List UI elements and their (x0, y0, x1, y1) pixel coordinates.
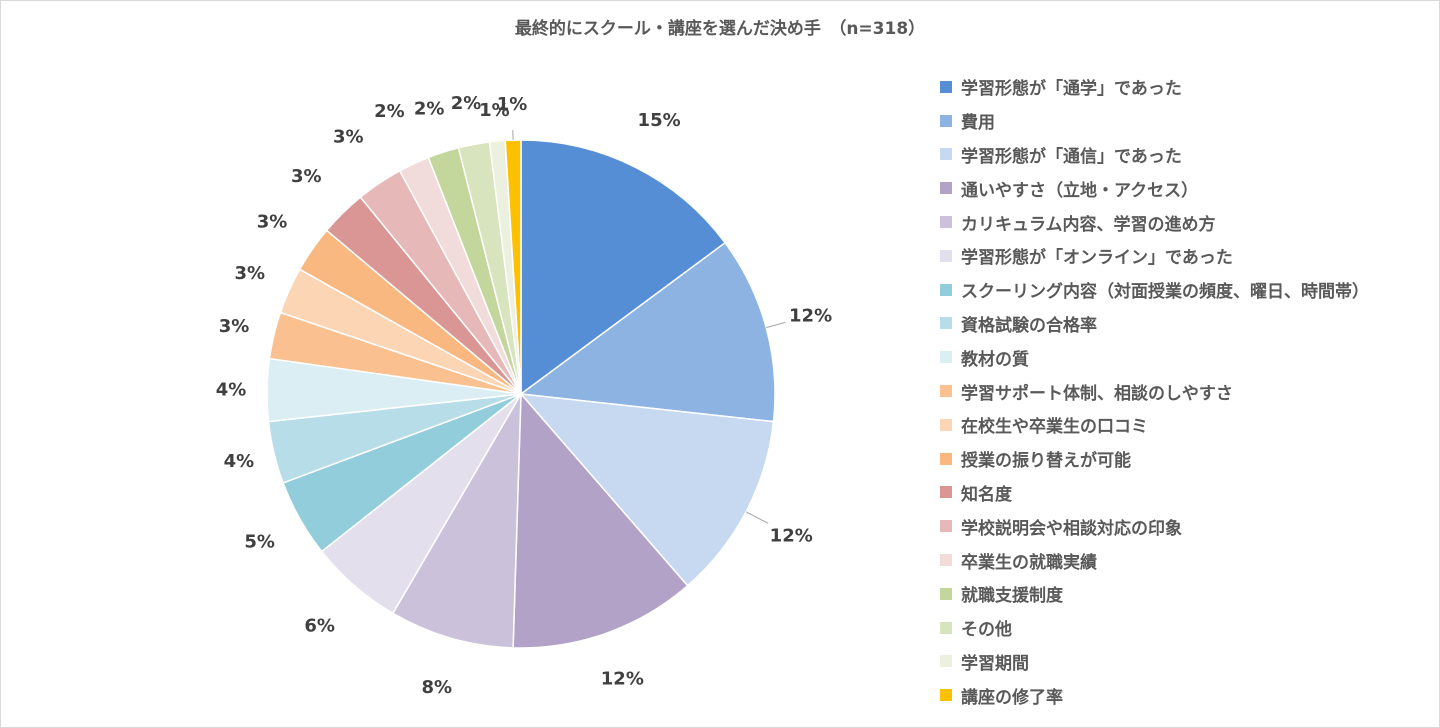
legend-item: 学習形態が「通信」であった (940, 138, 1369, 172)
legend-label: 学習形態が「通学」であった (961, 79, 1182, 100)
legend-label: 在校生や卒業生の口コミ (961, 417, 1148, 438)
pie-slice-1 (520, 139, 727, 396)
legend-label: 学習形態が「オンライン」であった (961, 248, 1233, 269)
legend-swatch (940, 283, 952, 296)
legend-swatch (940, 520, 952, 533)
legend-item: 学習サポート体制、相談のしやすさ (940, 374, 1369, 408)
pie-slice-3 (519, 393, 775, 587)
legend-item: 学校説明会や相談対応の印象 (940, 509, 1369, 543)
data-label-15: 2% (374, 101, 405, 122)
data-label-3: 12% (770, 525, 813, 546)
pie-slice-2 (519, 241, 776, 423)
data-label-11: 3% (235, 263, 266, 284)
legend-label: 就職支援制度 (961, 586, 1063, 607)
legend-swatch (940, 418, 952, 431)
data-label-9: 4% (216, 379, 247, 400)
legend-swatch (940, 554, 952, 567)
data-label-18: 1% (479, 100, 510, 121)
legend-label: 卒業生の就職実績 (961, 552, 1097, 573)
legend-swatch (940, 689, 952, 702)
legend-item: 学習形態が「オンライン」であった (940, 239, 1369, 273)
legend-item: カリキュラム内容、学習の進め方 (940, 205, 1369, 239)
legend-label: 学習サポート体制、相談のしやすさ (961, 383, 1233, 404)
legend-swatch (940, 486, 952, 499)
legend-swatch (940, 249, 952, 262)
legend-swatch (940, 621, 952, 634)
legend: 学習形態が「通学」であった 費用学習形態が「通信」であった 通いやすさ（立地・アクセ… (940, 70, 1369, 712)
data-label-10: 3% (219, 316, 250, 337)
legend-label: カリキュラム内容、学習の進め方 (961, 214, 1216, 235)
pie-slice-4 (512, 392, 689, 649)
legend-item: 就職支援制度 (940, 577, 1369, 611)
legend-label: 知名度 (961, 484, 1012, 505)
legend-item: 講座の修了率 (940, 678, 1369, 712)
legend-swatch (940, 80, 952, 93)
data-label-4: 12% (601, 668, 644, 689)
data-label-6: 6% (304, 616, 335, 637)
legend-label: その他 (961, 620, 1012, 641)
data-label-8: 4% (224, 451, 255, 472)
leader-line-2 (766, 321, 786, 329)
legend-item: 教材の質 (940, 340, 1369, 374)
leader-line-3 (745, 511, 769, 524)
legend-item: スクーリング内容（対面授業の頻度、曜日、時間帯） (940, 273, 1369, 307)
data-label-17: 2% (451, 93, 482, 114)
legend-swatch (940, 385, 952, 398)
pie-slice-5 (391, 393, 522, 649)
legend-swatch (940, 452, 952, 465)
data-label-2: 12% (789, 306, 832, 327)
chart-title: 最終的にスクール・講座を選んだ決め手 （n=318） (514, 19, 926, 39)
data-label-12: 3% (257, 211, 288, 232)
legend-label: 通いやすさ（立地・アクセス） (961, 180, 1199, 201)
legend-swatch (940, 148, 952, 161)
legend-item: 知名度 (940, 476, 1369, 510)
legend-label: 費用 (961, 113, 995, 134)
legend-label: 学校説明会や相談対応の印象 (961, 518, 1182, 539)
legend-label: 学習期間 (961, 653, 1029, 674)
legend-swatch (940, 655, 952, 668)
legend-swatch (940, 216, 952, 229)
legend-swatch (940, 351, 952, 364)
data-label-1: 15% (638, 110, 681, 131)
legend-item: その他 (940, 611, 1369, 645)
legend-swatch (940, 587, 952, 600)
data-label-14: 3% (333, 127, 364, 148)
legend-label: 授業の振り替えが可能 (961, 451, 1131, 472)
data-label-19: 1% (497, 94, 528, 115)
legend-label: スクーリング内容（対面授業の頻度、曜日、時間帯） (961, 282, 1369, 303)
legend-label: 資格試験の合格率 (961, 315, 1097, 336)
legend-item: 学習期間 (940, 645, 1369, 679)
legend-swatch (940, 317, 952, 330)
data-label-13: 3% (291, 166, 322, 187)
legend-swatch (940, 182, 952, 195)
legend-label: 講座の修了率 (961, 687, 1063, 708)
legend-item: 卒業生の就職実績 (940, 543, 1369, 577)
legend-swatch (940, 114, 952, 127)
legend-item: 学習形態が「通学」であった (940, 70, 1369, 104)
legend-item: 資格試験の合格率 (940, 307, 1369, 341)
data-label-16: 2% (414, 98, 445, 119)
data-label-7: 5% (244, 531, 275, 552)
legend-label: 教材の質 (961, 349, 1029, 370)
legend-item: 通いやすさ（立地・アクセス） (940, 171, 1369, 205)
legend-label: 学習形態が「通信」であった (961, 146, 1182, 167)
legend-item: 費用 (940, 104, 1369, 138)
legend-item: 授業の振り替えが可能 (940, 442, 1369, 476)
legend-item: 在校生や卒業生の口コミ (940, 408, 1369, 442)
data-label-5: 8% (421, 677, 452, 698)
